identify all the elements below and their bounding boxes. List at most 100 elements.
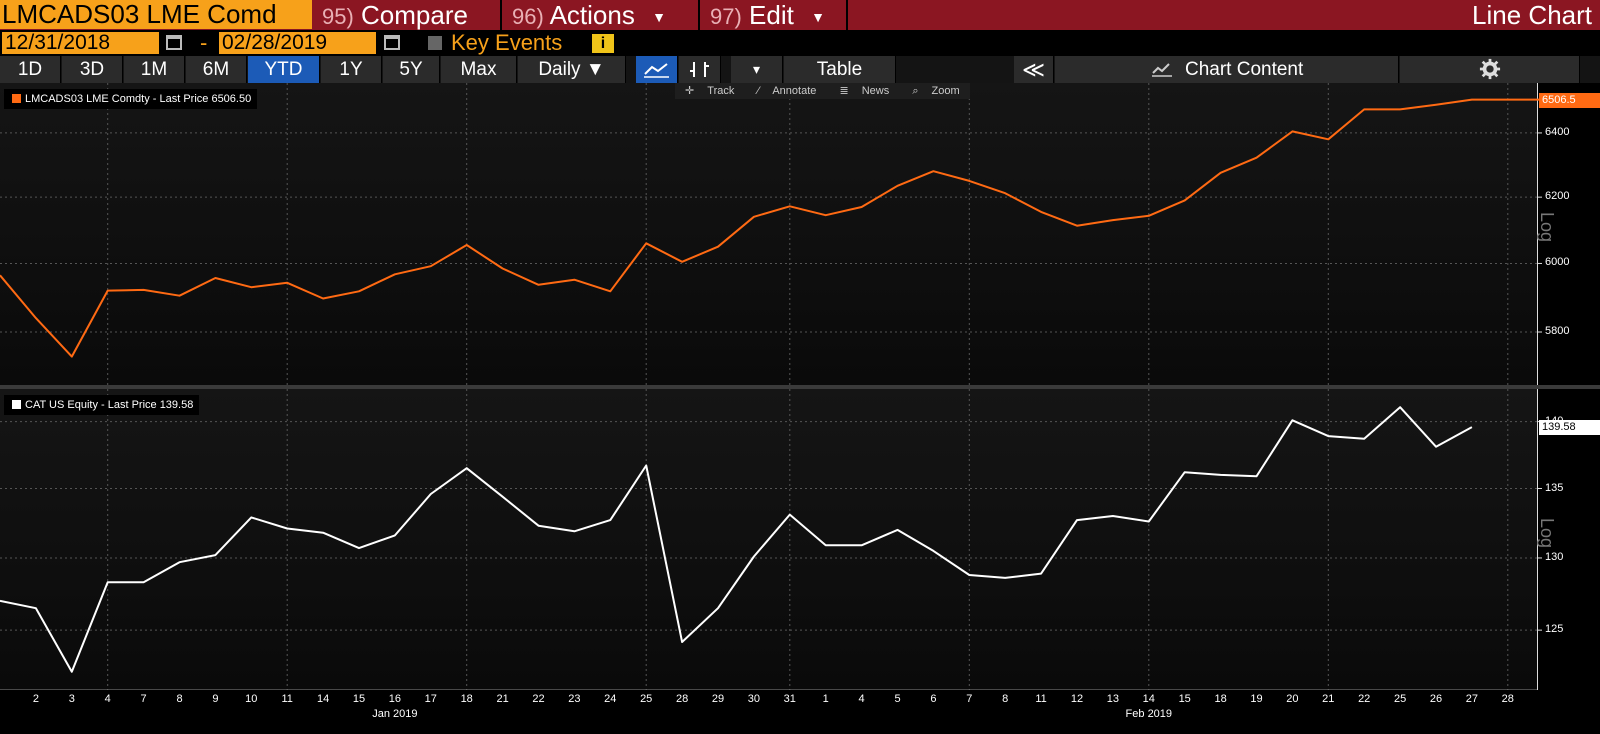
period-ytd-button[interactable]: YTD	[248, 56, 320, 83]
upper-legend[interactable]: LMCADS03 LME Comdty - Last Price 6506.50	[4, 89, 258, 109]
start-date-field[interactable]: 12/31/2018	[2, 32, 159, 54]
price-series-line	[0, 98, 1544, 358]
x-tick-label: 7	[966, 693, 973, 705]
key-events-checkbox[interactable]	[428, 36, 442, 50]
y-tick-label: 130	[1545, 550, 1564, 563]
track-tool-label: Track	[707, 85, 735, 97]
calendar-icon[interactable]	[384, 35, 400, 50]
x-tick-label: 11	[281, 693, 293, 705]
period-1m-button[interactable]: 1M	[124, 56, 185, 83]
x-tick-label: 4	[858, 693, 865, 705]
x-tick-label: 5	[894, 693, 901, 705]
x-tick-label: 2	[32, 693, 39, 705]
x-tick-label: 14	[316, 693, 330, 705]
y-tick-label: 125	[1545, 623, 1564, 636]
news-tool-label: News	[861, 85, 890, 97]
x-tick-label: 25	[640, 693, 653, 705]
x-tick-label: 15	[1178, 693, 1191, 705]
x-tick-label: 14	[1142, 693, 1155, 705]
x-tick-label: 25	[1393, 693, 1407, 705]
chart-type-title: Line Chart	[1472, 0, 1592, 30]
x-tick-label: 21	[496, 693, 509, 705]
date-separator: -	[200, 30, 208, 55]
upper-legend-label: LMCADS03 LME Comdty - Last Price 6506.50	[25, 93, 252, 105]
x-tick-label: 19	[1250, 693, 1263, 705]
last-price-tag: 139.58	[1539, 420, 1600, 436]
x-tick-label: 16	[388, 693, 402, 705]
x-tick-label: 15	[352, 693, 366, 705]
period-1y-button[interactable]: 1Y	[321, 56, 382, 83]
title-bar: LMCADS03 LME Comd 95) Compare 96) Action…	[0, 0, 1600, 30]
x-tick-label: 9	[212, 693, 219, 705]
x-tick-label: 26	[1429, 693, 1443, 705]
x-tick-label: 22	[532, 693, 545, 705]
annotate-tool[interactable]: ⁄ Annotate	[747, 85, 826, 97]
actions-menu[interactable]: 96) Actions ▼	[502, 0, 700, 30]
chart-content-label: Chart Content	[1184, 59, 1304, 80]
lower-y-axis-line	[1537, 389, 1538, 690]
period-3d-button[interactable]: 3D	[62, 56, 123, 83]
orange-swatch	[12, 94, 21, 103]
y-tick-label: 5800	[1545, 325, 1570, 337]
x-tick-label: 18	[1214, 693, 1227, 705]
chart-content-button[interactable]: Chart Content	[1055, 56, 1399, 83]
actions-menu-number: 96)	[512, 4, 544, 29]
x-month-label: Jan 2019	[372, 708, 418, 720]
chart-tools-bar: ✛ Track ⁄ Annotate ≣ News ⌕ Zoom	[675, 83, 970, 99]
line-chart-icon[interactable]	[636, 56, 678, 83]
x-month-label: Feb 2019	[1125, 708, 1173, 720]
end-date-field[interactable]: 02/28/2019	[219, 32, 376, 54]
lower-legend[interactable]: CAT US Equity - Last Price 139.58	[4, 395, 200, 415]
actions-menu-label: Actions	[549, 0, 635, 30]
gear-icon[interactable]	[1400, 56, 1580, 83]
key-events-label: Key Events	[451, 30, 563, 55]
date-range-bar: 12/31/2018 - 02/28/2019 Key Events i	[0, 30, 1600, 56]
ticker-field[interactable]: LMCADS03 LME Comd	[0, 0, 312, 29]
x-tick-label: 13	[1106, 693, 1120, 705]
toolbar: 1D 3D 1M 6M YTD 1Y 5Y Max Daily ▼ ▾ Tabl…	[0, 56, 1600, 83]
x-tick-label: 20	[1286, 693, 1299, 705]
compare-menu[interactable]: 95) Compare	[312, 0, 502, 30]
candlestick-icon[interactable]	[679, 56, 721, 83]
x-tick-label: 1	[822, 693, 829, 705]
x-tick-label: 10	[245, 693, 258, 705]
chart-style-dropdown[interactable]: ▾	[731, 56, 783, 83]
x-tick-label: 18	[460, 693, 473, 705]
period-1d-button[interactable]: 1D	[0, 56, 61, 83]
x-tick-label: 3	[68, 693, 75, 705]
last-price-tag: 6506.5	[1539, 92, 1600, 108]
price-series-line	[0, 406, 1473, 673]
magnifier-icon: ⌕	[912, 85, 922, 97]
y-tick-label: 6000	[1545, 256, 1570, 269]
table-button[interactable]: Table	[784, 56, 896, 83]
lower-legend-label: CAT US Equity - Last Price 139.58	[25, 399, 194, 411]
x-tick-label: 21	[1322, 693, 1335, 705]
x-tick-label: 27	[1465, 693, 1479, 705]
frequency-dropdown[interactable]: Daily ▼	[518, 56, 626, 83]
x-tick-label: 8	[176, 693, 183, 705]
period-max-button[interactable]: Max	[441, 56, 517, 83]
x-axis: 2 3 4 7 8 9 10 11 14 15 16 17 18 21 22 23 24 25 28 29 30 31 1 4…	[0, 690, 1600, 734]
compare-menu-number: 95)	[322, 4, 354, 29]
edit-menu-label: Edit	[749, 0, 794, 30]
panel-divider[interactable]	[0, 385, 1600, 389]
x-tick-label: 22	[1358, 693, 1371, 705]
x-tick-label: 12	[1070, 693, 1084, 705]
collapse-icon[interactable]: ≪	[1014, 56, 1054, 83]
info-icon[interactable]: i	[592, 34, 614, 53]
news-icon: ≣	[839, 85, 852, 97]
zoom-tool[interactable]: ⌕ Zoom	[902, 85, 969, 97]
calendar-icon[interactable]	[166, 35, 182, 50]
period-5y-button[interactable]: 5Y	[383, 56, 440, 83]
news-tool[interactable]: ≣ News	[829, 85, 899, 97]
x-tick-label: 24	[604, 693, 617, 705]
track-tool[interactable]: ✛ Track	[675, 85, 744, 97]
x-tick-label: 7	[140, 693, 147, 705]
chart-content-icon	[1150, 59, 1185, 80]
period-6m-button[interactable]: 6M	[186, 56, 247, 83]
upper-y-axis-line	[1537, 83, 1538, 385]
x-tick-label: 8	[1002, 693, 1009, 705]
y-tick-label: 6200	[1545, 190, 1570, 203]
edit-menu[interactable]: 97) Edit ▼	[700, 0, 848, 30]
